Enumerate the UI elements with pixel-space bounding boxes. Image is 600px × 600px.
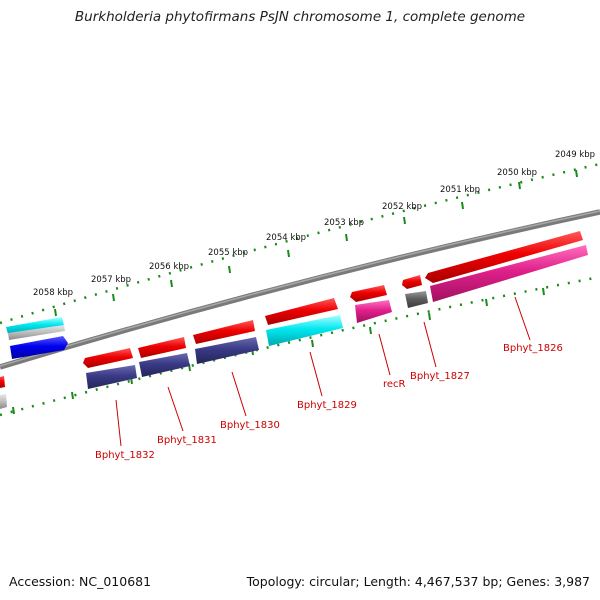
gene-arrow-bphyt-1827-lower <box>405 291 428 308</box>
kbp-label-2051: 2051 kbp <box>440 185 480 195</box>
gene-arrow-bphyt-1826-upper <box>425 231 583 283</box>
chromosome-backbone <box>0 209 600 370</box>
gene-arrow-bphyt-1830-lower <box>195 337 259 364</box>
gene-arrow-left-blue <box>10 336 68 359</box>
gene-arrow-left-cyan <box>6 317 64 334</box>
genome-info-text: Topology: circular; Length: 4,467,537 bp… <box>246 574 590 589</box>
kbp-label-2056: 2056 kbp <box>149 262 189 272</box>
kbp-label-2049: 2049 kbp <box>555 150 595 160</box>
gene-arrow-left-silver <box>8 325 65 340</box>
gene-arrow-bphyt-1826-lower <box>430 245 588 302</box>
backbone-highlight <box>0 210 600 367</box>
kbp-label-2058: 2058 kbp <box>33 288 73 298</box>
gene-arrow-bphyt-1827-upper <box>402 275 422 289</box>
kbp-label-2055: 2055 kbp <box>208 248 248 258</box>
gene-arrow-bphyt-1832-lower <box>86 365 137 389</box>
gene-label-bphyt-1827[interactable]: Bphyt_1827 <box>410 371 470 382</box>
gene-arrow-bphyt-1831-lower <box>139 353 190 377</box>
gene-arrow-bphyt-1831-upper <box>138 337 186 358</box>
accession-text: Accession: NC_010681 <box>9 574 152 589</box>
gene-label-bphyt-1826[interactable]: Bphyt_1826 <box>503 343 563 354</box>
gene-label-bphyt-1831[interactable]: Bphyt_1831 <box>157 435 217 446</box>
outer-scale-dots <box>0 162 600 325</box>
reverse-gene-track <box>0 245 588 409</box>
inner-scale-major-ticks <box>12 287 545 415</box>
gene-callout-lines <box>115 296 531 447</box>
gene-label-bphyt-1829[interactable]: Bphyt_1829 <box>297 400 357 411</box>
gene-arrow-bphyt-1829-upper <box>265 298 338 325</box>
gene-label-recr[interactable]: recR <box>383 379 406 390</box>
gene-arrow-recr-upper <box>350 285 387 302</box>
kbp-label-2052: 2052 kbp <box>382 202 422 212</box>
forward-gene-track <box>0 231 583 388</box>
gene-arrow-bphyt-1829-lower <box>266 315 343 346</box>
gene-arrow-bphyt-1832-upper <box>83 348 133 368</box>
gene-arrow-recr-lower <box>355 300 392 323</box>
gene-arrow-left-edge-red <box>0 376 5 388</box>
outer-scale-major-ticks <box>54 169 578 317</box>
gene-arrow-left-edge-silver <box>0 394 7 409</box>
map-title: Burkholderia phytofirmans PsJN chromosom… <box>74 9 526 25</box>
inner-scale-dots <box>0 275 600 417</box>
gene-arrow-bphyt-1830-upper <box>193 320 255 344</box>
kbp-label-2057: 2057 kbp <box>91 275 131 285</box>
gene-label-bphyt-1830[interactable]: Bphyt_1830 <box>220 420 280 431</box>
kbp-label-2054: 2054 kbp <box>266 233 306 243</box>
kbp-label-2053: 2053 kbp <box>324 218 364 228</box>
kbp-label-2050: 2050 kbp <box>497 168 537 178</box>
gene-label-bphyt-1832[interactable]: Bphyt_1832 <box>95 450 155 461</box>
